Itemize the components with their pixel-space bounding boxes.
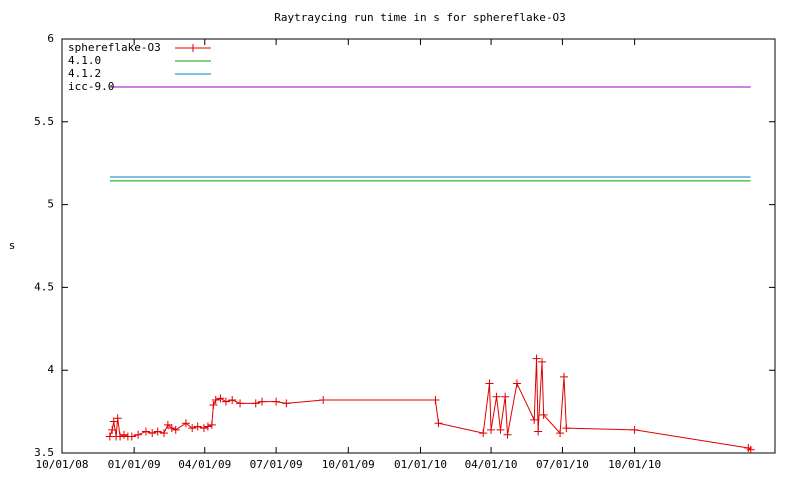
point-marker <box>134 430 143 439</box>
point-marker <box>236 399 245 408</box>
y-tick-label: 5 <box>47 198 54 211</box>
legend-label: icc-9.0 <box>68 80 114 93</box>
point-marker <box>479 429 488 438</box>
x-tick-label: 10/01/08 <box>36 458 89 471</box>
point-marker <box>492 392 501 401</box>
y-axis-label: s <box>9 239 16 252</box>
legend-marker <box>189 44 197 52</box>
point-marker <box>113 414 122 423</box>
point-marker <box>163 420 172 429</box>
y-tick-label: 3.5 <box>34 446 54 459</box>
point-marker <box>501 392 510 401</box>
point-marker <box>171 425 180 434</box>
point-marker <box>534 427 543 436</box>
point-marker <box>127 432 136 441</box>
point-marker <box>216 394 225 403</box>
point-marker <box>199 424 208 433</box>
point-marker <box>538 357 547 366</box>
point-marker <box>153 427 162 436</box>
point-marker <box>630 425 639 434</box>
legend-label: sphereflake-O3 <box>68 41 161 54</box>
x-tick-label: 10/01/09 <box>322 458 375 471</box>
point-marker <box>556 429 565 438</box>
point-marker <box>487 425 496 434</box>
y-tick-label: 5.5 <box>34 115 54 128</box>
chart-title: Raytraycing run time in s for sphereflak… <box>274 11 565 24</box>
point-marker <box>532 354 541 363</box>
point-marker <box>530 415 539 424</box>
point-marker <box>228 396 237 405</box>
point-marker <box>562 424 571 433</box>
point-marker <box>560 372 569 381</box>
y-tick-label: 4.5 <box>34 280 54 293</box>
point-marker <box>188 424 197 433</box>
point-marker <box>434 419 443 428</box>
point-marker <box>496 425 505 434</box>
point-marker <box>485 379 494 388</box>
point-marker <box>167 424 176 433</box>
point-marker <box>181 419 190 428</box>
point-marker <box>211 396 220 405</box>
legend-label: 4.1.0 <box>68 54 101 67</box>
point-marker <box>119 430 128 439</box>
point-marker <box>319 396 328 405</box>
plot-border <box>61 38 776 454</box>
x-tick-label: 07/01/10 <box>536 458 589 471</box>
point-marker <box>148 429 157 438</box>
point-marker <box>108 425 117 434</box>
x-tick-label: 01/01/10 <box>394 458 447 471</box>
x-tick-label: 04/01/10 <box>465 458 518 471</box>
y-tick-label: 4 <box>47 363 54 376</box>
point-marker <box>282 399 291 408</box>
point-marker <box>512 379 521 388</box>
point-marker <box>159 429 168 438</box>
point-marker <box>746 445 755 454</box>
point-marker <box>203 422 212 431</box>
point-marker <box>141 427 150 436</box>
point-marker <box>193 422 202 431</box>
x-tick-label: 04/01/09 <box>178 458 231 471</box>
point-marker <box>539 410 548 419</box>
x-tick-label: 07/01/09 <box>250 458 303 471</box>
y-tick-label: 6 <box>47 32 54 45</box>
point-marker <box>221 397 230 406</box>
point-marker <box>431 396 440 405</box>
point-marker <box>109 417 118 426</box>
point-marker <box>209 400 218 409</box>
point-marker <box>258 397 267 406</box>
point-marker <box>116 432 125 441</box>
legend-label: 4.1.2 <box>68 67 101 80</box>
point-marker <box>272 397 281 406</box>
x-tick-label: 01/01/09 <box>108 458 161 471</box>
x-tick-label: 10/01/10 <box>608 458 661 471</box>
point-marker <box>251 399 260 408</box>
point-marker <box>207 420 216 429</box>
point-marker <box>503 430 512 439</box>
